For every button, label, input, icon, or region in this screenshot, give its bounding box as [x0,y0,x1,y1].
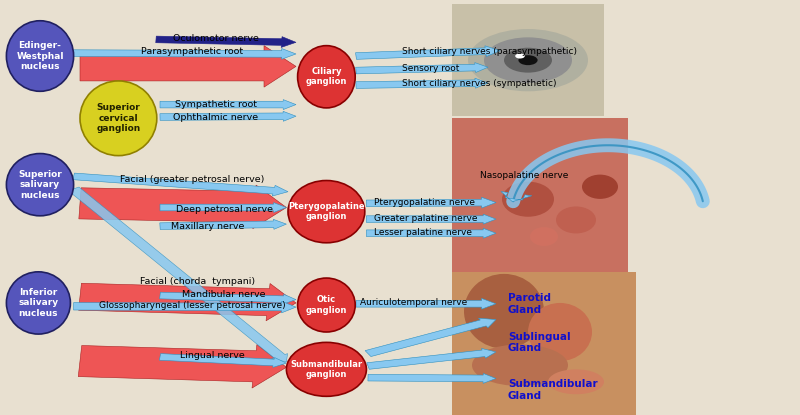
Text: Maxillary nerve: Maxillary nerve [171,222,245,231]
Text: Glossopharyngeal (lesser petrosal nerve): Glossopharyngeal (lesser petrosal nerve) [98,301,286,310]
FancyArrow shape [80,46,296,87]
FancyArrow shape [356,78,488,88]
Circle shape [468,29,588,91]
FancyArrow shape [78,283,296,321]
Ellipse shape [472,344,568,386]
FancyArrow shape [356,298,496,309]
FancyArrow shape [365,318,496,356]
FancyArrow shape [159,354,286,367]
FancyArrow shape [74,49,296,59]
Text: Inferior
salivary
nucleus: Inferior salivary nucleus [18,288,58,318]
Ellipse shape [298,46,355,108]
Text: Otic
ganglion: Otic ganglion [306,295,347,315]
Ellipse shape [6,154,74,216]
Text: Nasopalatine nerve: Nasopalatine nerve [480,171,568,181]
Circle shape [484,37,572,83]
FancyArrow shape [356,63,488,74]
FancyArrow shape [366,349,496,369]
FancyArrow shape [366,197,496,208]
FancyArrow shape [160,111,296,121]
FancyArrow shape [366,228,496,238]
Ellipse shape [528,303,592,361]
Text: Sublingual
Gland: Sublingual Gland [508,332,570,353]
Text: Auriculotemporal nerve: Auriculotemporal nerve [360,298,467,308]
Ellipse shape [464,274,544,349]
Ellipse shape [548,369,604,394]
Circle shape [515,54,525,59]
Circle shape [504,48,552,73]
Text: Ciliary
ganglion: Ciliary ganglion [306,67,347,86]
Text: Sensory root: Sensory root [402,64,460,73]
FancyArrow shape [501,192,532,202]
FancyArrow shape [74,301,296,313]
FancyBboxPatch shape [452,4,604,116]
Text: Facial (chorda  tympani): Facial (chorda tympani) [140,277,255,286]
Text: Short ciliary nerves (parasympathetic): Short ciliary nerves (parasympathetic) [402,47,578,56]
Text: Deep petrosal nerve: Deep petrosal nerve [175,205,273,214]
Text: Lingual nerve: Lingual nerve [180,351,244,360]
FancyArrow shape [160,100,296,110]
Ellipse shape [286,342,366,396]
Ellipse shape [502,182,554,217]
Ellipse shape [288,181,365,243]
Text: Short ciliary nerves (sympathetic): Short ciliary nerves (sympathetic) [402,78,557,88]
Text: Greater palatine nerve: Greater palatine nerve [374,214,478,223]
Circle shape [518,55,538,65]
Text: Lesser palatine nerve: Lesser palatine nerve [374,228,472,237]
Text: Oculomotor nerve: Oculomotor nerve [173,34,259,43]
Ellipse shape [6,21,74,91]
Text: Pterygopalatine
ganglion: Pterygopalatine ganglion [288,202,365,221]
FancyArrow shape [160,292,296,304]
Ellipse shape [80,81,157,156]
Text: Submandibular
Gland: Submandibular Gland [508,379,598,401]
FancyBboxPatch shape [452,118,628,274]
FancyArrow shape [355,46,500,59]
FancyArrow shape [160,203,286,212]
Text: Edinger-
Westphal
nucleus: Edinger- Westphal nucleus [16,41,64,71]
Text: Facial (greater petrosal nerve): Facial (greater petrosal nerve) [120,175,264,184]
Text: Parotid
Gland: Parotid Gland [508,293,551,315]
Text: Ophthalmic nerve: Ophthalmic nerve [174,112,258,122]
Ellipse shape [556,206,596,233]
Text: Submandibular
ganglion: Submandibular ganglion [290,360,362,379]
FancyArrow shape [78,344,286,388]
FancyArrow shape [73,173,288,196]
Text: Pterygopalatine nerve: Pterygopalatine nerve [374,198,475,207]
Ellipse shape [530,227,558,246]
FancyArrow shape [156,36,296,47]
FancyArrow shape [160,220,286,229]
FancyBboxPatch shape [452,272,636,415]
Ellipse shape [6,272,70,334]
Text: Sympathetic root: Sympathetic root [175,100,257,109]
Ellipse shape [582,175,618,199]
Text: Parasympathetic root: Parasympathetic root [141,47,243,56]
FancyArrow shape [366,214,496,224]
Ellipse shape [298,278,355,332]
FancyArrow shape [368,374,496,383]
FancyArrow shape [79,185,286,229]
FancyArrow shape [68,187,288,362]
Text: Mandibular nerve: Mandibular nerve [182,290,266,299]
Text: Superior
cervical
ganglion: Superior cervical ganglion [96,103,141,133]
Text: Superior
salivary
nucleus: Superior salivary nucleus [18,170,62,200]
